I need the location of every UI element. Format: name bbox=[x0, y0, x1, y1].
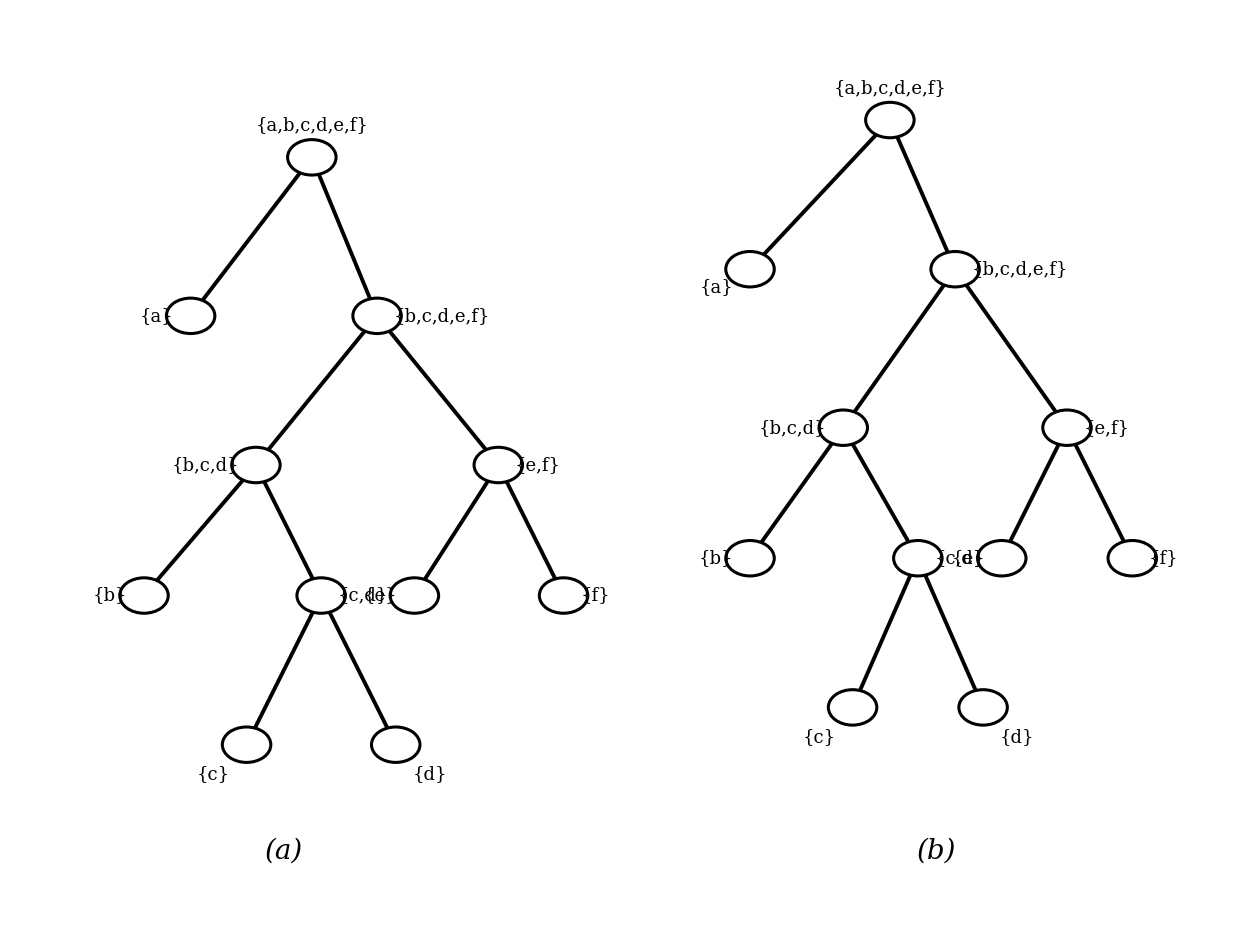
Text: {b,c,d,e,f}: {b,c,d,e,f} bbox=[394, 307, 491, 325]
Ellipse shape bbox=[222, 727, 271, 763]
Text: {a}: {a} bbox=[700, 279, 733, 297]
Text: {b,c,d,e,f}: {b,c,d,e,f} bbox=[971, 260, 1068, 278]
Text: (b): (b) bbox=[917, 838, 957, 865]
Text: {e}: {e} bbox=[364, 587, 398, 604]
Text: (a): (a) bbox=[265, 838, 304, 865]
Text: {d}: {d} bbox=[413, 765, 447, 783]
Ellipse shape bbox=[297, 578, 346, 613]
Text: {c}: {c} bbox=[197, 765, 229, 783]
Text: {b,c,d}: {b,c,d} bbox=[758, 418, 826, 437]
Ellipse shape bbox=[120, 578, 169, 613]
Ellipse shape bbox=[287, 140, 336, 175]
Text: {b,c,d}: {b,c,d} bbox=[171, 456, 239, 474]
Ellipse shape bbox=[959, 690, 1007, 725]
Ellipse shape bbox=[930, 251, 979, 287]
Ellipse shape bbox=[726, 251, 774, 287]
Ellipse shape bbox=[353, 299, 401, 334]
Ellipse shape bbox=[1043, 410, 1092, 445]
Text: {a,b,c,d,e,f}: {a,b,c,d,e,f} bbox=[834, 79, 947, 97]
Ellipse shape bbox=[1108, 540, 1156, 576]
Ellipse shape bbox=[166, 299, 214, 334]
Text: {a,b,c,d,e,f}: {a,b,c,d,e,f} bbox=[255, 116, 368, 134]
Text: {c}: {c} bbox=[803, 728, 836, 746]
Text: {b}: {b} bbox=[93, 587, 128, 604]
Text: {e,f}: {e,f} bbox=[515, 456, 561, 474]
Ellipse shape bbox=[390, 578, 439, 613]
Text: {d}: {d} bbox=[1000, 728, 1035, 746]
Ellipse shape bbox=[866, 102, 914, 138]
Ellipse shape bbox=[829, 690, 877, 725]
Text: {c,d}: {c,d} bbox=[934, 550, 985, 567]
Ellipse shape bbox=[372, 727, 420, 763]
Ellipse shape bbox=[819, 410, 867, 445]
Text: {e,f}: {e,f} bbox=[1084, 418, 1130, 437]
Text: {f}: {f} bbox=[1149, 550, 1178, 567]
Text: {c,d}: {c,d} bbox=[338, 587, 388, 604]
Ellipse shape bbox=[978, 540, 1026, 576]
Ellipse shape bbox=[232, 447, 280, 483]
Text: {a}: {a} bbox=[140, 307, 173, 325]
Ellipse shape bbox=[539, 578, 587, 613]
Text: {b}: {b} bbox=[699, 550, 733, 567]
Ellipse shape bbox=[726, 540, 774, 576]
Text: {f}: {f} bbox=[580, 587, 610, 604]
Text: {e}: {e} bbox=[952, 550, 985, 567]
Ellipse shape bbox=[893, 540, 942, 576]
Ellipse shape bbox=[475, 447, 523, 483]
